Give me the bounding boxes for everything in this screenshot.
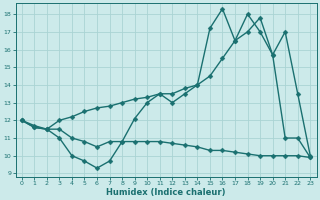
X-axis label: Humidex (Indice chaleur): Humidex (Indice chaleur)	[106, 188, 226, 197]
